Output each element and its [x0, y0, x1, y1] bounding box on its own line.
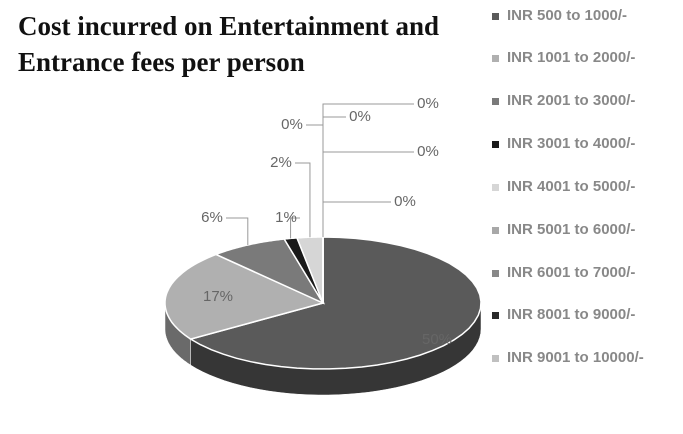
data-label: 0% [417, 143, 439, 160]
legend-label: INR 6001 to 7000/- [507, 264, 636, 281]
legend-swatch [492, 354, 499, 362]
leader-line [322, 116, 346, 237]
data-label: 0% [417, 95, 439, 112]
legend-item: INR 5001 to 6000/- [492, 219, 677, 241]
data-label: 50% [422, 331, 452, 348]
legend-label: INR 5001 to 6000/- [507, 221, 636, 238]
leader-line [322, 201, 391, 237]
data-label: 0% [349, 108, 371, 125]
legend-item: INR 8001 to 9000/- [492, 304, 677, 326]
legend-item: INR 4001 to 5000/- [492, 176, 677, 198]
legend-swatch [492, 183, 499, 191]
data-label: 6% [201, 209, 223, 226]
legend-swatch [492, 311, 499, 319]
leader-line [306, 124, 324, 237]
legend-item: INR 2001 to 3000/- [492, 90, 677, 112]
legend-item: INR 1001 to 2000/- [492, 47, 677, 69]
legend-item: INR 3001 to 4000/- [492, 133, 677, 155]
data-label: 17% [203, 288, 233, 305]
data-label: 0% [281, 116, 303, 133]
legend-label: INR 1001 to 2000/- [507, 49, 636, 66]
legend-swatch [492, 12, 499, 20]
legend-item: INR 6001 to 7000/- [492, 262, 677, 284]
slice [164, 253, 326, 340]
legend-swatch [492, 226, 499, 234]
slice [214, 238, 325, 305]
legend-swatch [492, 269, 499, 277]
legend-label: INR 8001 to 9000/- [507, 306, 636, 323]
legend-label: INR 3001 to 4000/- [507, 135, 636, 152]
legend-swatch [492, 54, 499, 62]
legend-item: INR 500 to 1000/- [492, 5, 677, 27]
leader-line [295, 162, 311, 238]
leader-line [226, 217, 249, 245]
data-label: 0% [394, 193, 416, 210]
legend-item: INR 9001 to 10000/- [492, 347, 677, 369]
leader-line [290, 217, 300, 239]
legend-label: INR 2001 to 3000/- [507, 92, 636, 109]
legend-label: INR 9001 to 10000/- [507, 349, 644, 366]
legend-label: INR 500 to 1000/- [507, 7, 628, 24]
legend-swatch [492, 97, 499, 105]
legend-label: INR 4001 to 5000/- [507, 178, 636, 195]
slice [188, 236, 482, 370]
chart-title: Cost incurred on Entertainment and Entra… [18, 11, 440, 77]
data-label: 2% [270, 154, 292, 171]
legend-swatch [492, 140, 499, 148]
data-label: 1% [275, 209, 297, 226]
